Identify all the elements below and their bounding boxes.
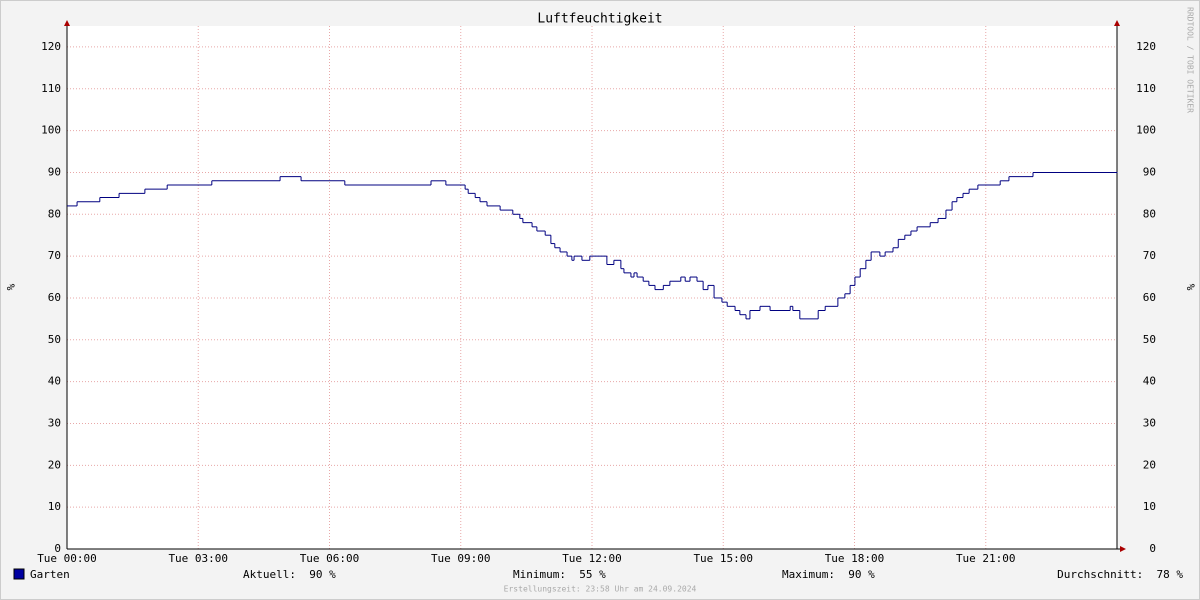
y2-tick-label: 80 bbox=[1143, 207, 1156, 220]
x-tick-label: Tue 00:00 bbox=[37, 552, 97, 565]
stat: Aktuell: 90 % bbox=[243, 568, 336, 581]
y-tick-label: 110 bbox=[41, 82, 61, 95]
y-tick-label: 60 bbox=[48, 291, 61, 304]
y2-tick-label: 50 bbox=[1143, 333, 1156, 346]
x-tick-label: Tue 06:00 bbox=[300, 552, 360, 565]
y-tick-label: 40 bbox=[48, 375, 61, 388]
y2-tick-label: 30 bbox=[1143, 416, 1156, 429]
y-tick-label: 20 bbox=[48, 458, 61, 471]
y-tick-label: 90 bbox=[48, 165, 61, 178]
stat: Minimum: 55 % bbox=[513, 568, 606, 581]
y-tick-label: 70 bbox=[48, 249, 61, 262]
stat: Maximum: 90 % bbox=[782, 568, 875, 581]
legend-label: Garten bbox=[30, 568, 70, 581]
y2-axis-label: % bbox=[1184, 284, 1197, 291]
x-tick-label: Tue 21:00 bbox=[956, 552, 1016, 565]
y2-tick-label: 60 bbox=[1143, 291, 1156, 304]
legend-swatch bbox=[13, 568, 25, 580]
y2-tick-label: 100 bbox=[1136, 124, 1156, 137]
y2-tick-label: 70 bbox=[1143, 249, 1156, 262]
y2-tick-label: 10 bbox=[1143, 500, 1156, 513]
y2-tick-label: 20 bbox=[1143, 458, 1156, 471]
x-tick-label: Tue 15:00 bbox=[693, 552, 753, 565]
footer: Erstellungszeit: 23:58 Uhr am 24.09.2024 bbox=[504, 585, 697, 594]
x-tick-label: Tue 12:00 bbox=[562, 552, 622, 565]
y2-tick-label: 110 bbox=[1136, 82, 1156, 95]
arrow bbox=[1114, 20, 1120, 26]
y2-tick-label: 120 bbox=[1136, 40, 1156, 53]
y-tick-label: 80 bbox=[48, 207, 61, 220]
chart-title: Luftfeuchtigkeit bbox=[537, 12, 662, 27]
y2-tick-label: 40 bbox=[1143, 375, 1156, 388]
y-axis-label: % bbox=[4, 284, 17, 291]
y-tick-label: 0 bbox=[54, 542, 61, 555]
x-tick-label: Tue 03:00 bbox=[168, 552, 228, 565]
y-tick-label: 120 bbox=[41, 40, 61, 53]
stat: Durchschnitt: 78 % bbox=[1057, 568, 1183, 581]
arrow bbox=[1120, 546, 1126, 552]
y-tick-label: 30 bbox=[48, 416, 61, 429]
x-tick-label: Tue 09:00 bbox=[431, 552, 491, 565]
y2-tick-label: 0 bbox=[1149, 542, 1156, 555]
y-tick-label: 100 bbox=[41, 124, 61, 137]
y2-tick-label: 90 bbox=[1143, 165, 1156, 178]
x-tick-label: Tue 18:00 bbox=[825, 552, 885, 565]
watermark: RRDTOOL / TOBI OETIKER bbox=[1186, 7, 1195, 113]
y-tick-label: 50 bbox=[48, 333, 61, 346]
y-tick-label: 10 bbox=[48, 500, 61, 513]
arrow bbox=[64, 20, 70, 26]
